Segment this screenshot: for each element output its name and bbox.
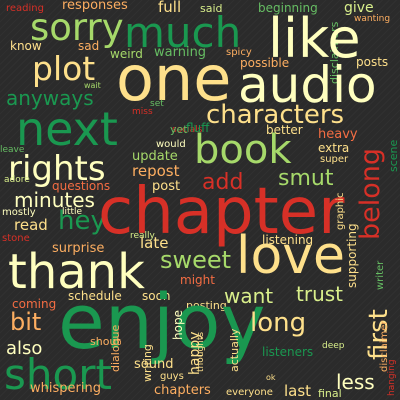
- word-shout: shout: [90, 335, 121, 348]
- word-sorry: sorry: [30, 6, 124, 49]
- word-sweet: sweet: [160, 246, 232, 274]
- word-coming: coming: [12, 297, 57, 311]
- word-better: better: [266, 123, 303, 137]
- word-listeners: listeners: [262, 345, 314, 359]
- word-belong: belong: [355, 147, 386, 240]
- word-possible: possible: [240, 56, 290, 70]
- word-responses: responses: [62, 0, 128, 13]
- word-post: post: [152, 179, 181, 194]
- word-hope: hope: [171, 310, 185, 340]
- word-little: little: [62, 207, 83, 217]
- word-like: like: [268, 7, 361, 70]
- word-posting: posting: [186, 299, 227, 312]
- word-update: update: [132, 149, 178, 164]
- word-guys: guys: [160, 371, 184, 382]
- word-posts: posts: [356, 55, 389, 69]
- word-know: know: [10, 39, 42, 53]
- word-scene: scene: [387, 139, 400, 172]
- word-read: read: [14, 216, 48, 234]
- word-wanting: wanting: [354, 14, 391, 24]
- word-chapter: chapter: [98, 175, 345, 249]
- word-everyone: everyone: [226, 387, 273, 398]
- word-wait: wait: [84, 81, 101, 90]
- word-thoughts: thoughts: [196, 331, 206, 372]
- word-enjoy: enjoy: [58, 277, 266, 366]
- word-schedule: schedule: [68, 289, 122, 303]
- word-want: want: [224, 284, 274, 308]
- word-full: full: [158, 0, 182, 16]
- word-minutes: minutes: [14, 188, 95, 212]
- word-anyways: anyways: [6, 86, 94, 110]
- word-rights: rights: [8, 149, 106, 189]
- word-socials: socials: [172, 125, 203, 135]
- word-would: would: [156, 139, 186, 150]
- word-set: set: [150, 99, 164, 109]
- word-writer: writer: [375, 260, 386, 290]
- word-reading: reading: [6, 3, 44, 14]
- word-fluff: fluff: [186, 121, 210, 135]
- word-adore: adore: [4, 175, 30, 185]
- word-might: might: [180, 273, 215, 287]
- word-leave: leave: [0, 145, 25, 155]
- word-really: really: [130, 231, 155, 241]
- word-long: long: [250, 308, 307, 338]
- word-hey: hey: [58, 206, 106, 236]
- word-yet: yet: [170, 123, 188, 136]
- word-actually: actually: [228, 328, 241, 372]
- word-bit: bit: [10, 308, 42, 336]
- word-plot: plot: [32, 49, 96, 88]
- word-super: super: [320, 154, 349, 165]
- word-hanging: hanging: [387, 359, 397, 396]
- word-listening: listening: [262, 233, 314, 247]
- word-give: give: [344, 0, 374, 16]
- word-characters: characters: [206, 100, 345, 130]
- word-audio: audio: [238, 56, 377, 114]
- word-one: one: [116, 42, 232, 115]
- word-spicy: spicy: [226, 47, 252, 58]
- word-much: much: [124, 8, 242, 57]
- word-repost: repost: [132, 162, 180, 180]
- word-said: said: [200, 2, 223, 15]
- word-mostly: mostly: [2, 207, 36, 218]
- word-book: book: [194, 127, 292, 173]
- word-heavy: heavy: [318, 127, 358, 142]
- word-also: also: [6, 338, 43, 359]
- word-surprise: surprise: [52, 241, 105, 256]
- word-whispering: whispering: [30, 381, 101, 396]
- word-smut: smut: [278, 166, 334, 191]
- word-final: final: [318, 387, 342, 400]
- word-short: short: [4, 350, 112, 399]
- word-love: love: [236, 226, 346, 286]
- word-deep: deep: [322, 341, 345, 351]
- word-trust: trust: [296, 282, 344, 306]
- word-stone: stone: [2, 233, 30, 244]
- word-last: last: [284, 382, 312, 400]
- word-soon: soon: [142, 289, 171, 303]
- word-sound: sound: [134, 357, 174, 372]
- word-less: less: [336, 370, 375, 394]
- word-late: late: [140, 234, 169, 252]
- word-ok: ok: [266, 373, 276, 382]
- word-chapters: chapters: [154, 383, 211, 398]
- word-miss: miss: [132, 107, 153, 117]
- word-supporting: supporting: [345, 223, 359, 288]
- word-warning: warning: [154, 45, 207, 60]
- word-thank: thank: [8, 244, 145, 300]
- word-beginning: beginning: [258, 1, 318, 15]
- word-next: next: [16, 102, 118, 156]
- word-questions: questions: [52, 179, 111, 193]
- word-weird: weird: [110, 47, 143, 61]
- word-extra: extra: [318, 141, 350, 155]
- word-sad: sad: [78, 39, 100, 53]
- word-add: add: [202, 170, 244, 195]
